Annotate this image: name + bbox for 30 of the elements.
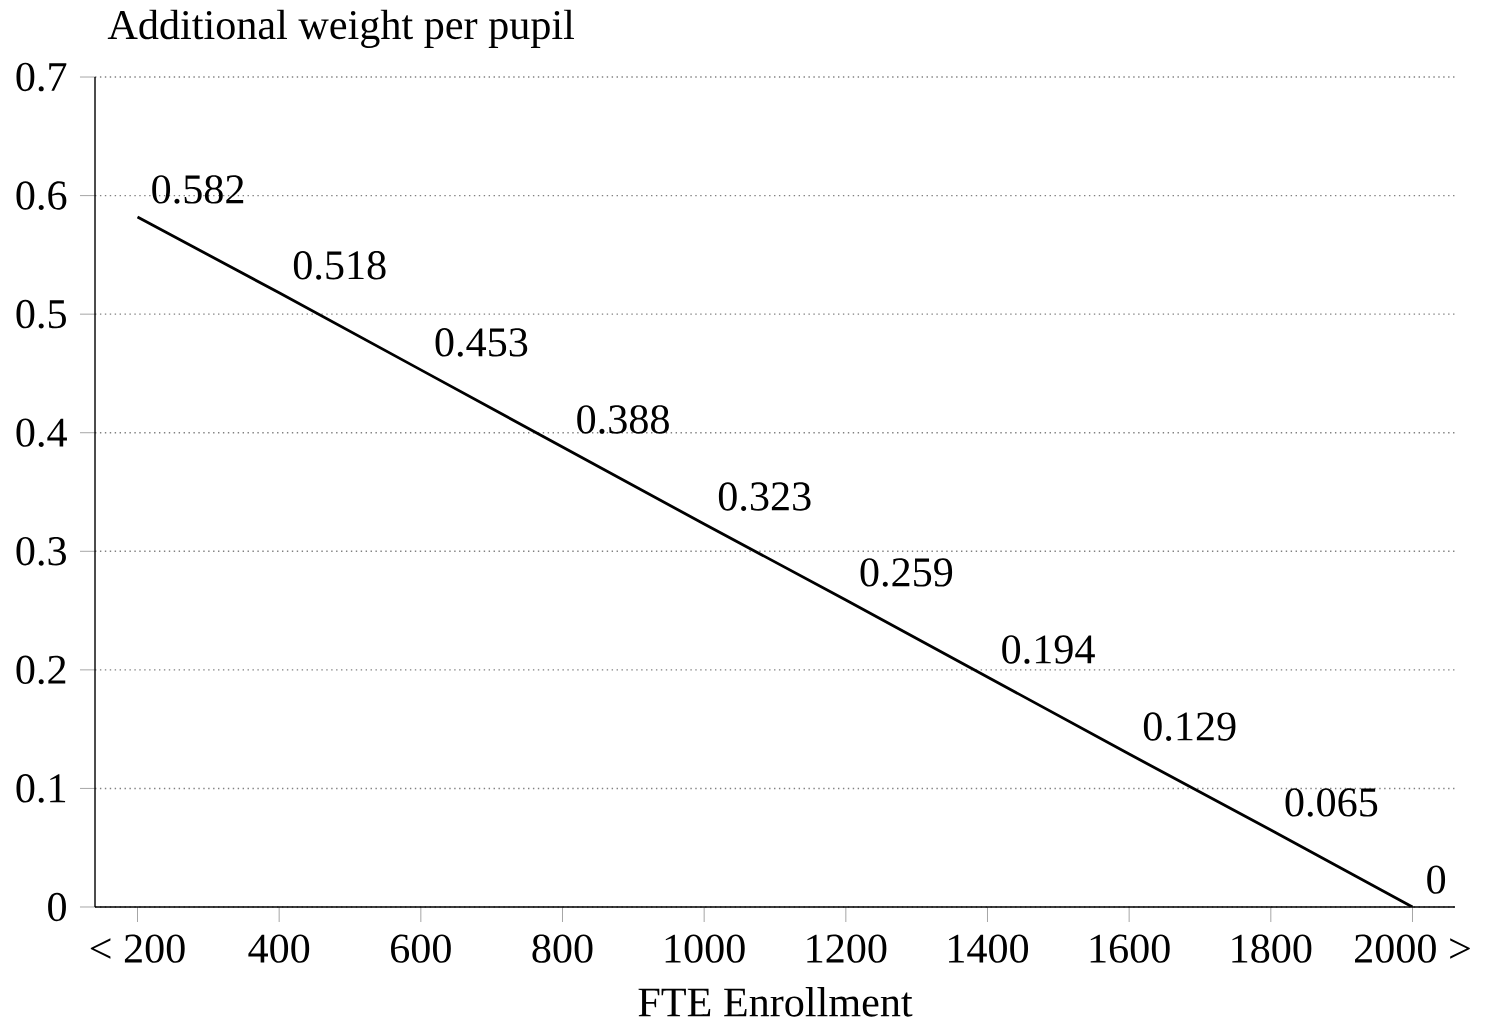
x-tick-label: 1800	[1232, 934, 1312, 963]
data-label: 0	[1427, 865, 1446, 894]
data-label: 0.582	[152, 175, 244, 204]
y-tick-label: 0.1	[16, 774, 66, 803]
x-axis-title: FTE Enrollment	[638, 987, 913, 1017]
y-tick-label: 0.5	[16, 299, 66, 329]
data-label: 0.388	[577, 405, 669, 434]
y-tick-label: 0.7	[16, 62, 67, 92]
data-label: 0.259	[860, 558, 953, 587]
y-tick-label: 0.2	[16, 655, 66, 685]
x-tick-label: 600	[391, 934, 451, 963]
data-label: 0.065	[1285, 788, 1378, 817]
x-tick-label: 800	[532, 934, 593, 963]
y-tick-label: 0.6	[16, 181, 67, 210]
data-label: 0.453	[435, 328, 528, 357]
data-label: 0.129	[1143, 712, 1236, 741]
x-tick-label: 1600	[1090, 934, 1170, 963]
x-tick-label: 2000 >	[1355, 934, 1470, 963]
y-tick-label: 0	[48, 892, 66, 922]
x-tick-label: < 200	[90, 934, 185, 963]
y-tick-label: 0.4	[16, 418, 67, 448]
data-label: 0.518	[293, 251, 386, 280]
x-tick-label: 400	[248, 934, 310, 963]
y-axis-title: Additional weight per pupil	[107, 9, 574, 48]
data-label: 0.194	[1002, 635, 1095, 664]
x-tick-label: 1200	[807, 934, 887, 963]
x-tick-label: 1400	[949, 934, 1029, 963]
y-tick-label: 0.3	[16, 536, 66, 566]
data-label: 0.323	[718, 482, 811, 511]
x-tick-label: 1000	[665, 934, 745, 963]
